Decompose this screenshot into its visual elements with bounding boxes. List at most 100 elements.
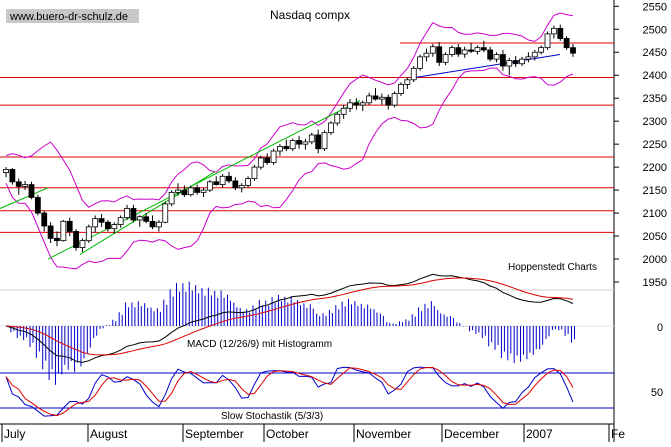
bollinger-lower-band (5, 67, 574, 270)
price-tick-label: 2500 (643, 24, 667, 36)
candle-body (359, 102, 366, 106)
candle-body (219, 175, 226, 185)
candle-body (251, 166, 258, 180)
candle-body (22, 184, 29, 187)
time-axis-label: August (90, 427, 128, 441)
macd-tick-label: 0 (657, 322, 663, 334)
candle-body (181, 189, 188, 196)
candle-body (480, 47, 487, 51)
candle-body (47, 225, 54, 239)
bollinger-upper-band (5, 12, 574, 208)
macd-line (5, 273, 574, 363)
candle-body (328, 122, 334, 134)
candle-body (423, 52, 430, 58)
candle-body (28, 184, 35, 198)
candle-body (506, 60, 513, 67)
candle-body (155, 221, 162, 228)
candle-body (194, 187, 201, 193)
price-tick-label: 2050 (643, 231, 667, 243)
candle-body (461, 49, 468, 55)
candle-body (117, 217, 124, 225)
candle-body (468, 49, 474, 52)
price-tick-label: 2300 (643, 116, 667, 128)
candle-body (73, 231, 79, 248)
candle-body (245, 178, 251, 186)
chart-title: Nasdaq compx (270, 8, 350, 22)
candle-body (455, 47, 462, 55)
candle-body (3, 169, 9, 174)
time-axis-label: July (4, 427, 25, 441)
candle-body (130, 208, 137, 221)
candle-body (347, 102, 353, 109)
candle-body (296, 140, 302, 145)
candle-body (98, 218, 105, 223)
price-tick-label: 2200 (643, 162, 667, 174)
stochastic-label: Slow Stochastik (5/3/3) (221, 411, 323, 422)
candle-body (378, 96, 385, 100)
candle-body (417, 56, 424, 69)
candle-body (60, 220, 67, 242)
candle-body (557, 27, 564, 39)
candle-body (315, 134, 322, 150)
price-tick-label: 2150 (643, 185, 667, 197)
candle-body (162, 203, 169, 223)
candle-body (474, 47, 481, 52)
candle-body (531, 51, 538, 58)
candle-body (9, 169, 16, 183)
source-label: Hoppenstedt Charts (508, 262, 597, 273)
candle-body (372, 95, 379, 100)
candle-body (149, 220, 156, 228)
candle-body (187, 187, 194, 196)
candle-body (302, 141, 309, 145)
price-tick-label: 1950 (643, 277, 667, 289)
watermark: www.buero-dr-schulz.de (9, 11, 128, 23)
stochastic-label-bg (218, 409, 338, 421)
stochastic-k-line (5, 366, 574, 417)
price-tick-label: 2450 (643, 47, 667, 59)
candle-body (85, 226, 92, 242)
candle-body (442, 54, 449, 63)
candle-body (257, 157, 264, 168)
candle-body (334, 113, 341, 124)
candle-body (175, 189, 181, 193)
candle-body (340, 107, 347, 115)
candle-body (550, 27, 557, 35)
time-axis-label: September (185, 427, 244, 441)
candle-body (270, 150, 277, 163)
macd-label: MACD (12/26/9) mit Histogramm (187, 339, 332, 350)
candle-body (398, 84, 404, 95)
candle-body (200, 189, 207, 193)
candle-body (41, 212, 48, 227)
candle-body (519, 58, 525, 65)
candle-body (525, 56, 532, 60)
stochastic-d-line (5, 367, 574, 417)
candle-body (92, 218, 99, 228)
candle-body (500, 54, 506, 67)
candle-body (493, 54, 500, 60)
time-axis-label: October (266, 427, 309, 441)
time-axis-label: November (356, 427, 411, 441)
trendline-green (0, 187, 49, 209)
candle-body (449, 47, 455, 55)
candle-body (321, 132, 328, 150)
candle-body (15, 181, 22, 187)
candle-body (283, 146, 290, 150)
candle-body (385, 96, 392, 106)
candle-body (563, 38, 570, 49)
candle-body (105, 221, 111, 230)
candle-body (353, 102, 360, 106)
candle-body (429, 46, 436, 54)
time-axis-label: December (444, 427, 499, 441)
time-axis-label: 2007 (526, 427, 553, 441)
macd-signal-line (5, 277, 574, 356)
candle-body (206, 181, 213, 191)
candle-body (410, 67, 417, 81)
candle-body (264, 157, 271, 163)
candle-body (136, 216, 143, 221)
candle-body (570, 47, 576, 54)
trendline-green (47, 100, 361, 260)
price-tick-label: 2400 (643, 70, 667, 82)
price-tick-label: 2350 (643, 93, 667, 105)
candle-body (66, 220, 73, 232)
